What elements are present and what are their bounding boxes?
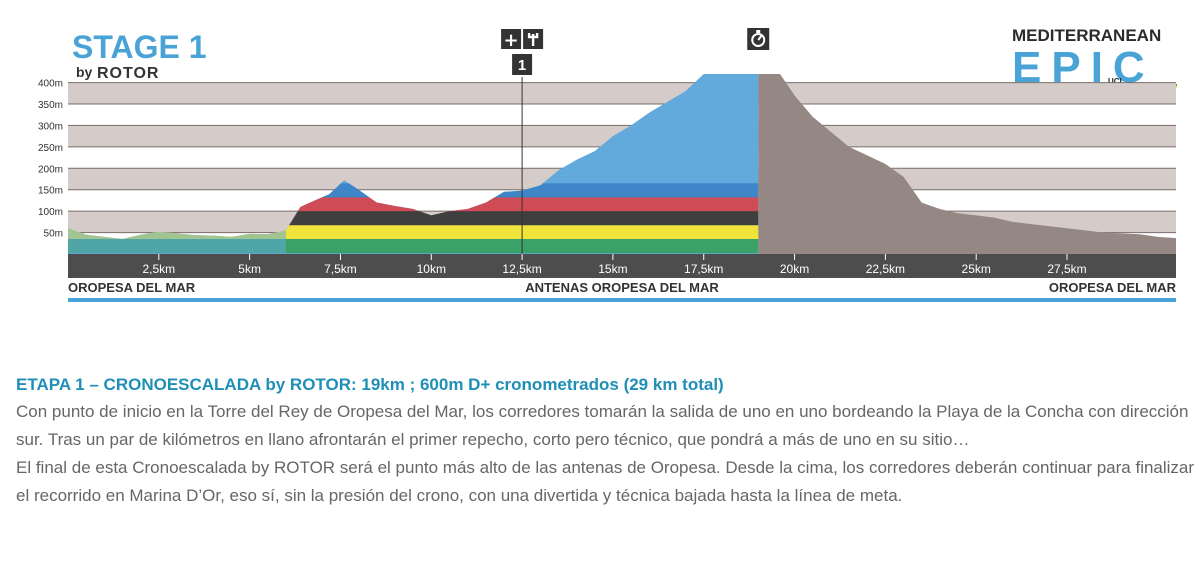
stage-heading: ETAPA 1 – CRONOESCALADA by ROTOR: 19km ;… [16,375,724,394]
y-axis-labels: 50m 100m 150m 200m 250m 300m 350m 400m [38,79,63,240]
x-tick-label: 15km [598,262,627,276]
x-tick-label: 22,5km [866,262,905,276]
y-tick-label: 300m [38,121,63,132]
y-tick-label: 200m [38,164,63,175]
stage-description: ETAPA 1 – CRONOESCALADA by ROTOR: 19km ;… [16,372,1196,510]
elevation-profile-chart: STAGE 1 by ROTOR MEDITERRANEAN EPIC UCI … [38,26,1177,302]
brand-uci: UCI [1108,77,1122,86]
stopwatch-icon [747,28,770,50]
elevation-band [68,82,1176,104]
place-labels: OROPESA DEL MAR ANTENAS OROPESA DEL MAR OR… [68,280,1177,295]
x-tick-label: 27,5km [1047,262,1086,276]
route-underline [68,298,1176,302]
y-tick-label: 100m [38,207,63,218]
x-tick-label: 5km [238,262,261,276]
y-tick-label: 250m [38,143,63,154]
feed-icon [501,29,522,49]
feed-zone-number: 1 [518,57,526,74]
x-tick-label: 10km [417,262,446,276]
y-tick-label: 50m [44,229,63,240]
sponsor-logo: ROTOR [97,65,159,82]
wrench-icon [527,33,539,46]
feed-number-box [512,54,533,75]
x-tick-label: 7,5km [324,262,357,276]
place-label: ANTENAS OROPESA DEL MAR [525,280,719,295]
stage-paragraph-2: El final de esta Cronoescalada by ROTOR … [16,458,1195,505]
place-label: OROPESA DEL MAR [68,280,196,295]
stage-paragraph-1: Con punto de inicio en la Torre del Rey … [16,402,1189,449]
stage-by: by [76,64,93,80]
plus-icon: + [504,30,519,51]
place-label: OROPESA DEL MAR [1049,280,1177,295]
brand-top: MEDITERRANEAN [1012,26,1161,45]
x-axis-ticks: 2,5km 5km 7,5km 10km 12,5km 15km 17,5km 20km 22,… [142,254,1087,276]
x-tick-label: 2,5km [142,262,175,276]
x-tick-label: 20km [780,262,809,276]
stage-title: STAGE 1 [72,29,207,65]
x-tick-label: 12,5km [502,262,541,276]
y-tick-label: 400m [38,79,63,90]
y-tick-label: 150m [38,186,63,197]
y-tick-label: 350m [38,100,63,111]
x-tick-label: 25km [962,262,991,276]
x-axis-bar [68,254,1176,278]
feed-zone-marker: + 1 [501,29,544,75]
x-tick-label: 17,5km [684,262,723,276]
neutral-descent-area [758,74,1176,254]
elevation-band [68,104,1176,126]
